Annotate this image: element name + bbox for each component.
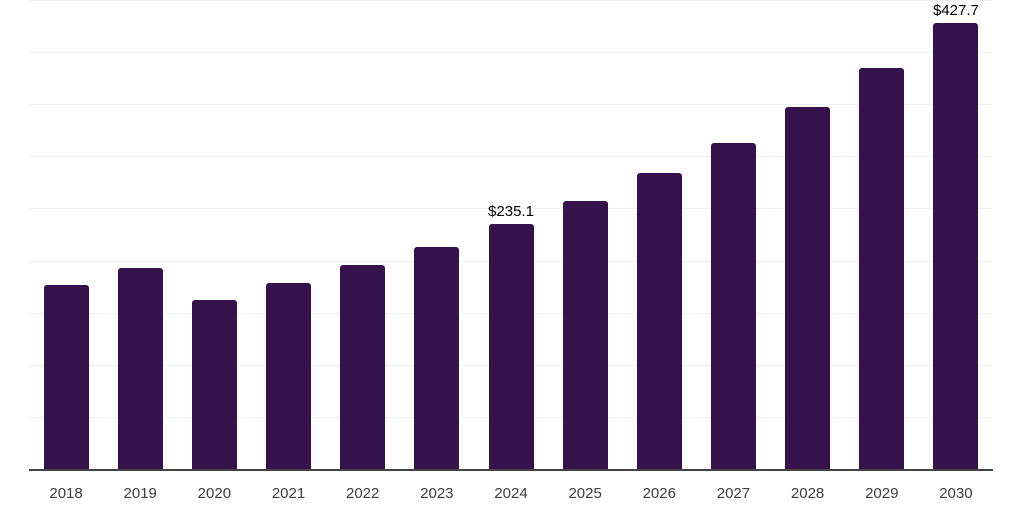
bar-2030 (933, 23, 979, 469)
bar-value-label-2024: $235.1 (488, 202, 534, 220)
bar-2023 (414, 247, 460, 469)
bar-2021 (266, 282, 312, 469)
bar-2018 (43, 284, 89, 469)
bar-2029 (859, 67, 905, 469)
bar-2019 (117, 267, 163, 469)
x-axis-line (29, 469, 993, 471)
bar-2028 (785, 107, 831, 469)
gridline (29, 104, 993, 106)
bar-value-label-2030: $427.7 (932, 2, 979, 20)
x-axis-label-2026: 2026 (642, 485, 676, 502)
bar-2025 (562, 201, 608, 469)
x-axis-label-2019: 2019 (123, 485, 157, 502)
gridline (29, 52, 993, 54)
x-axis-label-2023: 2023 (420, 485, 454, 502)
gridline (29, 156, 993, 158)
x-axis-label-2020: 2020 (197, 485, 232, 502)
bar-2020 (191, 299, 237, 469)
x-axis-label-2021: 2021 (271, 485, 306, 502)
x-axis-label-2029: 2029 (865, 485, 899, 502)
x-axis-label-2025: 2025 (568, 485, 602, 502)
x-axis-label-2030: 2030 (939, 485, 973, 502)
bar-2027 (710, 142, 756, 469)
gridline (29, 208, 993, 210)
x-axis-label-2028: 2028 (790, 485, 825, 502)
bar-2022 (340, 265, 386, 469)
bar-2024 (488, 223, 534, 469)
bar-2026 (636, 173, 682, 469)
x-axis-label-2018: 2018 (49, 485, 83, 502)
x-axis-label-2027: 2027 (716, 485, 751, 502)
x-axis-label-2022: 2022 (345, 485, 380, 502)
x-axis-label-2024: 2024 (494, 485, 528, 502)
gridline (29, 0, 993, 1)
